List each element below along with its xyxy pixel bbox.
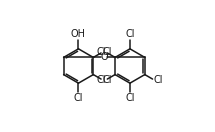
Text: Cl: Cl: [125, 93, 135, 103]
Text: Cl: Cl: [102, 75, 112, 85]
Text: Cl: Cl: [97, 75, 106, 85]
Text: Cl: Cl: [97, 47, 106, 57]
Text: OH: OH: [71, 29, 86, 39]
Text: Cl: Cl: [74, 93, 83, 103]
Text: Cl: Cl: [102, 47, 112, 57]
Text: Cl: Cl: [154, 75, 163, 85]
Text: Cl: Cl: [125, 29, 135, 39]
Text: O: O: [100, 52, 108, 62]
